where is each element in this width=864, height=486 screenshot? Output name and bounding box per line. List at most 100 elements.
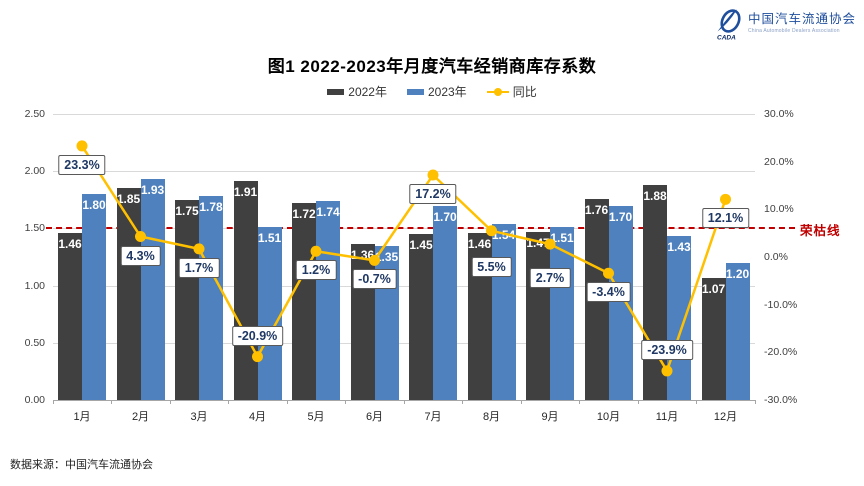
yoy-callout-m5: 1.2% xyxy=(295,260,337,281)
yoy-callout-m8: 5.5% xyxy=(471,256,512,277)
x-axis-label-3月: 3月 xyxy=(190,411,208,423)
gridline-0.50 xyxy=(52,342,755,344)
bar-value-2023年-m12: 1.20 xyxy=(725,266,750,281)
bar-2023年-m9 xyxy=(550,227,574,400)
x-axis-tick xyxy=(579,400,581,404)
yoy-point-m9 xyxy=(544,238,556,250)
legend-swatch-2022 xyxy=(327,88,345,95)
yoy-point-m3 xyxy=(193,243,205,255)
left-axis-tick-1.00: 1.00 xyxy=(24,279,45,292)
bar-value-2022年-m12: 1.07 xyxy=(701,281,726,296)
bar-value-2023年-m3: 1.78 xyxy=(199,200,223,215)
bar-2022年-m1 xyxy=(58,232,82,400)
x-axis-label-2月: 2月 xyxy=(131,411,150,423)
right-axis-tick--30.0%: -30.0% xyxy=(764,394,798,406)
cada-logo-icon-text: CADA xyxy=(717,35,736,42)
bar-value-2022年-m2: 1.85 xyxy=(116,192,141,207)
legend-item-2023: 2023年 xyxy=(406,83,467,100)
chart-title: 图1 2022-2023年月度汽车经销商库存系数 xyxy=(267,57,597,76)
right-axis-tick-0.0%: 0.0% xyxy=(764,251,788,263)
yoy-callout-m6: -0.7% xyxy=(352,269,397,290)
bar-2022年-m2 xyxy=(116,188,141,400)
bar-2023年-m7 xyxy=(433,205,457,400)
x-axis-tick xyxy=(52,400,54,404)
bar-value-2022年-m4: 1.91 xyxy=(233,185,258,200)
bar-2023年-m4 xyxy=(257,227,282,400)
x-axis-label-6月: 6月 xyxy=(365,411,384,423)
x-axis-label-9月: 9月 xyxy=(541,411,559,423)
bar-2022年-m7 xyxy=(409,234,433,400)
right-axis-tick-20.0%: 20.0% xyxy=(764,155,794,168)
yoy-callout-m1: 23.3% xyxy=(58,154,106,175)
gridline-1.00 xyxy=(52,285,755,287)
left-axis-tick-0.50: 0.50 xyxy=(24,336,45,349)
right-axis-tick--10.0%: -10.0% xyxy=(764,298,798,311)
x-axis-tick xyxy=(111,400,113,404)
bar-2023年-m2 xyxy=(140,179,165,400)
x-axis-tick xyxy=(403,400,405,404)
chart-legend: 2022年 2023年 同比 xyxy=(0,83,864,100)
x-axis-label-8月: 8月 xyxy=(482,411,501,423)
yoy-point-m5 xyxy=(310,245,322,257)
gridline-2.00 xyxy=(52,171,755,173)
bar-value-2023年-m5: 1.74 xyxy=(316,204,340,219)
yoy-point-m8 xyxy=(486,225,497,237)
yoy-point-m12 xyxy=(720,193,731,205)
gridline-2.50 xyxy=(52,114,755,115)
x-axis-tick xyxy=(637,400,639,404)
yoy-point-m7 xyxy=(427,169,439,181)
x-axis-label-10月: 10月 xyxy=(596,411,621,423)
x-axis-tick xyxy=(696,400,698,404)
reference-line xyxy=(46,227,795,230)
bar-2023年-m10 xyxy=(608,205,633,400)
left-axis-tick-2.50: 2.50 xyxy=(24,108,45,120)
bar-2022年-m12 xyxy=(701,277,726,400)
left-axis-tick-0.00: 0.00 xyxy=(24,394,45,406)
yoy-point-m2 xyxy=(135,231,146,243)
reference-line-label: 荣枯线 xyxy=(800,224,841,239)
bar-value-2022年-m7: 1.45 xyxy=(409,238,433,253)
bar-2023年-m5 xyxy=(316,200,340,400)
legend-swatch-2023 xyxy=(406,88,424,95)
x-axis-tick xyxy=(754,400,756,404)
yoy-callout-m4: -20.9% xyxy=(231,325,284,346)
x-axis-tick xyxy=(520,400,522,404)
bar-2022年-m3 xyxy=(175,199,199,400)
bar-value-2022年-m11: 1.88 xyxy=(643,188,667,203)
left-axis-tick-1.50: 1.50 xyxy=(24,222,45,235)
bar-2023年-m3 xyxy=(199,196,223,400)
bar-value-2022年-m1: 1.46 xyxy=(58,236,82,251)
yoy-callout-m10: -3.4% xyxy=(586,282,631,303)
bar-2022年-m4 xyxy=(233,181,258,400)
bar-value-2023年-m10: 1.70 xyxy=(608,209,633,224)
yoy-callout-m2: 4.3% xyxy=(120,245,161,266)
legend-item-2022: 2022年 xyxy=(327,83,387,100)
legend-label-yoy: 同比 xyxy=(512,85,537,99)
bar-value-2022年-m3: 1.75 xyxy=(175,203,199,218)
yoy-point-m6 xyxy=(369,254,380,266)
x-axis-tick xyxy=(462,400,464,404)
x-axis-label-5月: 5月 xyxy=(307,411,325,423)
legend-label-2022: 2022年 xyxy=(348,85,387,99)
yoy-point-m4 xyxy=(252,351,263,363)
legend-label-2023: 2023年 xyxy=(427,85,467,99)
bar-2022年-m9 xyxy=(526,231,550,400)
bar-value-2022年-m8: 1.46 xyxy=(467,236,492,251)
right-axis-tick-30.0%: 30.0% xyxy=(764,107,794,120)
legend-line-swatch-yoy xyxy=(486,87,509,96)
yoy-point-m11 xyxy=(661,365,673,377)
yoy-point-m10 xyxy=(603,267,614,279)
bar-value-2022年-m10: 1.76 xyxy=(584,202,609,217)
bar-value-2023年-m2: 1.93 xyxy=(140,183,165,198)
data-source-note: 数据来源：中国汽车流通协会 xyxy=(10,459,153,471)
yoy-callout-m12: 12.1% xyxy=(701,208,750,229)
bar-value-2022年-m5: 1.72 xyxy=(292,207,316,222)
left-axis-tick-2.00: 2.00 xyxy=(24,165,45,178)
right-axis-tick-10.0%: 10.0% xyxy=(764,203,794,216)
x-axis-tick xyxy=(169,400,171,404)
org-name-en: China Automobile Dealers Association xyxy=(747,28,840,34)
yoy-callout-m9: 2.7% xyxy=(529,268,571,289)
bar-value-2023年-m4: 1.51 xyxy=(257,231,282,246)
